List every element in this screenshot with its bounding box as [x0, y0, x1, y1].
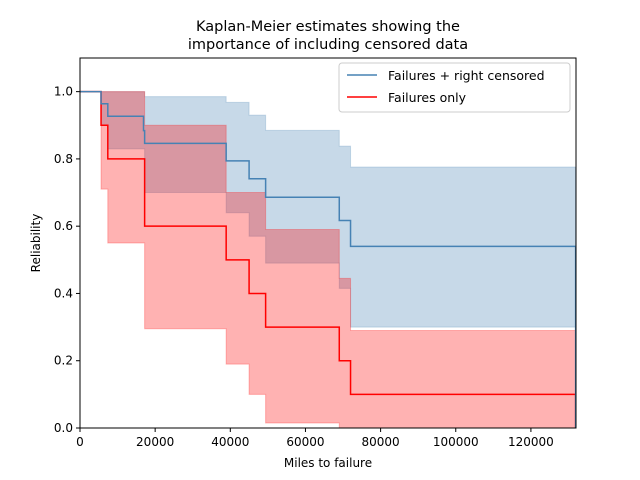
x-tick-label: 80000 — [362, 435, 400, 449]
chart-title-line-1: Kaplan-Meier estimates showing the — [196, 19, 460, 35]
survival-line-1 — [80, 90, 577, 428]
y-tick-label: 1.0 — [54, 85, 73, 99]
x-axis-label: Miles to failure — [284, 456, 372, 470]
y-tick-label: 0.2 — [54, 354, 73, 368]
x-tick-label: 0 — [76, 435, 84, 449]
y-tick-label: 0.6 — [54, 219, 73, 233]
x-tick-label: 60000 — [286, 435, 324, 449]
legend: Failures + right censored Failures only — [338, 62, 571, 113]
legend-box — [338, 62, 571, 113]
y-axis-label: Reliability — [29, 214, 43, 273]
legend-label-1: Failures only — [388, 90, 467, 105]
x-tick-label: 20000 — [136, 435, 174, 449]
x-tick-label: 40000 — [211, 435, 249, 449]
x-tick-label: 120000 — [508, 435, 554, 449]
survival-line-0 — [80, 90, 577, 428]
y-tick-label: 0.0 — [54, 421, 73, 435]
x-axis-ticks: 0 20000 40000 60000 80000 100000 120000 — [76, 428, 554, 449]
y-tick-label: 0.4 — [54, 286, 73, 300]
plot-frame — [79, 57, 577, 429]
y-tick-label: 0.8 — [54, 152, 73, 166]
y-axis-ticks: 0.0 0.2 0.4 0.6 0.8 1.0 — [54, 85, 80, 435]
legend-label-0: Failures + right censored — [388, 68, 545, 83]
x-tick-label: 100000 — [433, 435, 479, 449]
chart-title-line-2: importance of including censored data — [188, 37, 468, 53]
survival-lines — [80, 90, 577, 428]
confidence-bands — [100, 91, 577, 429]
